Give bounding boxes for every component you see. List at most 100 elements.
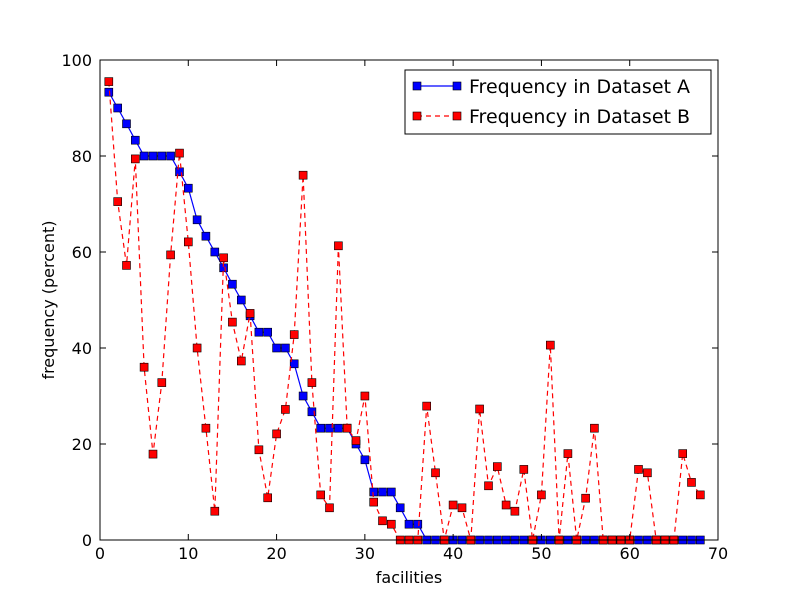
series-2-marker xyxy=(537,490,546,500)
series-2-marker xyxy=(245,309,255,318)
series-2-marker xyxy=(237,356,246,366)
y-tick-label: 40 xyxy=(72,339,92,358)
series-2-marker xyxy=(484,481,493,491)
legend-marker-2 xyxy=(452,111,462,121)
series-1-marker xyxy=(413,519,423,529)
series-1-marker xyxy=(263,327,273,337)
legend-marker-1 xyxy=(412,81,422,91)
series-1-marker xyxy=(104,87,114,97)
series-2-marker xyxy=(272,429,281,439)
series-2-marker xyxy=(378,516,387,526)
series-2-marker xyxy=(131,154,140,164)
series-2-marker xyxy=(298,170,308,180)
series-1-marker xyxy=(395,503,405,513)
series-1-marker xyxy=(139,151,149,161)
series-2-marker xyxy=(475,404,484,414)
y-tick-label: 20 xyxy=(72,435,92,454)
legend-marker-2 xyxy=(412,111,422,121)
y-tick-label: 100 xyxy=(61,51,92,70)
series-2-marker xyxy=(104,77,114,86)
series-2-marker xyxy=(687,478,696,487)
series-2-marker xyxy=(289,330,299,339)
axis-ticks: 0 10 20 30 40 50 60 70 0 20 40 60 80 100 xyxy=(61,51,728,563)
series-1-marker xyxy=(254,327,264,337)
series-1-marker xyxy=(360,455,370,465)
series-1-marker xyxy=(307,407,317,417)
series-2-marker xyxy=(210,506,220,516)
series-1-marker xyxy=(210,247,220,257)
x-tick-label: 70 xyxy=(708,544,728,563)
series-1-marker xyxy=(184,183,193,193)
series-2-marker xyxy=(192,343,202,353)
series-2-marker xyxy=(369,497,379,507)
legend-marker-1 xyxy=(452,81,462,91)
x-tick-label: 20 xyxy=(266,544,286,563)
series-1-marker xyxy=(386,487,396,497)
series-1-marker xyxy=(122,119,131,129)
series-2-marker xyxy=(492,462,502,471)
legend: Frequency in Dataset A Frequency in Datas… xyxy=(404,69,712,135)
series-2-marker xyxy=(334,241,343,251)
series-1-marker xyxy=(378,487,387,497)
axes-frame xyxy=(99,59,719,541)
series-2-marker xyxy=(184,237,193,247)
series-2-marker xyxy=(254,445,264,455)
series-1-marker xyxy=(201,231,211,241)
legend-box xyxy=(404,69,712,135)
series-2-marker xyxy=(342,423,352,433)
series-2-marker xyxy=(157,378,167,387)
x-axis-label: facilities xyxy=(376,568,442,587)
series-2-marker xyxy=(457,503,467,513)
x-tick-label: 0 xyxy=(95,544,105,563)
series-2-marker xyxy=(643,468,652,478)
series-1-marker xyxy=(131,135,140,145)
series-1-marker xyxy=(369,487,379,497)
series-2-marker xyxy=(113,197,122,206)
series-2-marker xyxy=(148,449,158,459)
series-1-marker xyxy=(166,151,175,161)
series-1-marker xyxy=(157,151,167,161)
legend-items: Frequency in Dataset A Frequency in Datas… xyxy=(412,76,690,128)
series-2-marker xyxy=(545,340,555,350)
series-2-marker xyxy=(122,261,131,270)
series-1-marker xyxy=(316,423,326,433)
y-tick-label: 80 xyxy=(72,147,92,166)
series-1-marker xyxy=(325,423,334,433)
series-2-marker xyxy=(228,317,237,327)
x-tick-label: 10 xyxy=(178,544,198,563)
series-2-marker xyxy=(316,490,326,500)
series-1-marker xyxy=(298,391,308,401)
series-1-marker xyxy=(281,343,290,353)
series-2-marker xyxy=(431,468,440,478)
series-2-marker xyxy=(386,519,396,529)
x-tick-label: 50 xyxy=(531,544,551,563)
x-tick-label: 60 xyxy=(620,544,640,563)
legend-label-1: Frequency in Dataset A xyxy=(469,76,690,98)
y-axis-label: frequency (percent) xyxy=(39,220,58,379)
series-1-marker xyxy=(289,359,299,369)
legend-label-2: Frequency in Dataset B xyxy=(469,106,690,128)
series-2-marker xyxy=(422,401,432,411)
series-2-marker xyxy=(590,423,599,433)
series-1-marker xyxy=(113,103,122,113)
series-1-marker xyxy=(175,167,184,177)
y-tick-label: 60 xyxy=(72,243,92,262)
series-2-marker xyxy=(307,378,317,387)
series-2-marker xyxy=(510,506,520,516)
series-1-marker xyxy=(334,423,343,433)
series-2-marker xyxy=(166,250,175,260)
series-2-marker xyxy=(281,405,290,414)
series-2-marker xyxy=(175,148,184,158)
y-tick-label: 0 xyxy=(82,531,92,550)
series-1-marker xyxy=(404,519,414,529)
series-1-marker xyxy=(228,279,237,289)
x-tick-label: 30 xyxy=(355,544,375,563)
series-1-marker xyxy=(192,215,202,225)
series-1-marker xyxy=(237,295,246,305)
series-2-marker xyxy=(139,362,149,372)
series-2-marker xyxy=(519,465,529,474)
series-1-marker xyxy=(148,151,158,161)
series-2-marker xyxy=(219,253,228,263)
series-2-marker xyxy=(201,423,211,433)
